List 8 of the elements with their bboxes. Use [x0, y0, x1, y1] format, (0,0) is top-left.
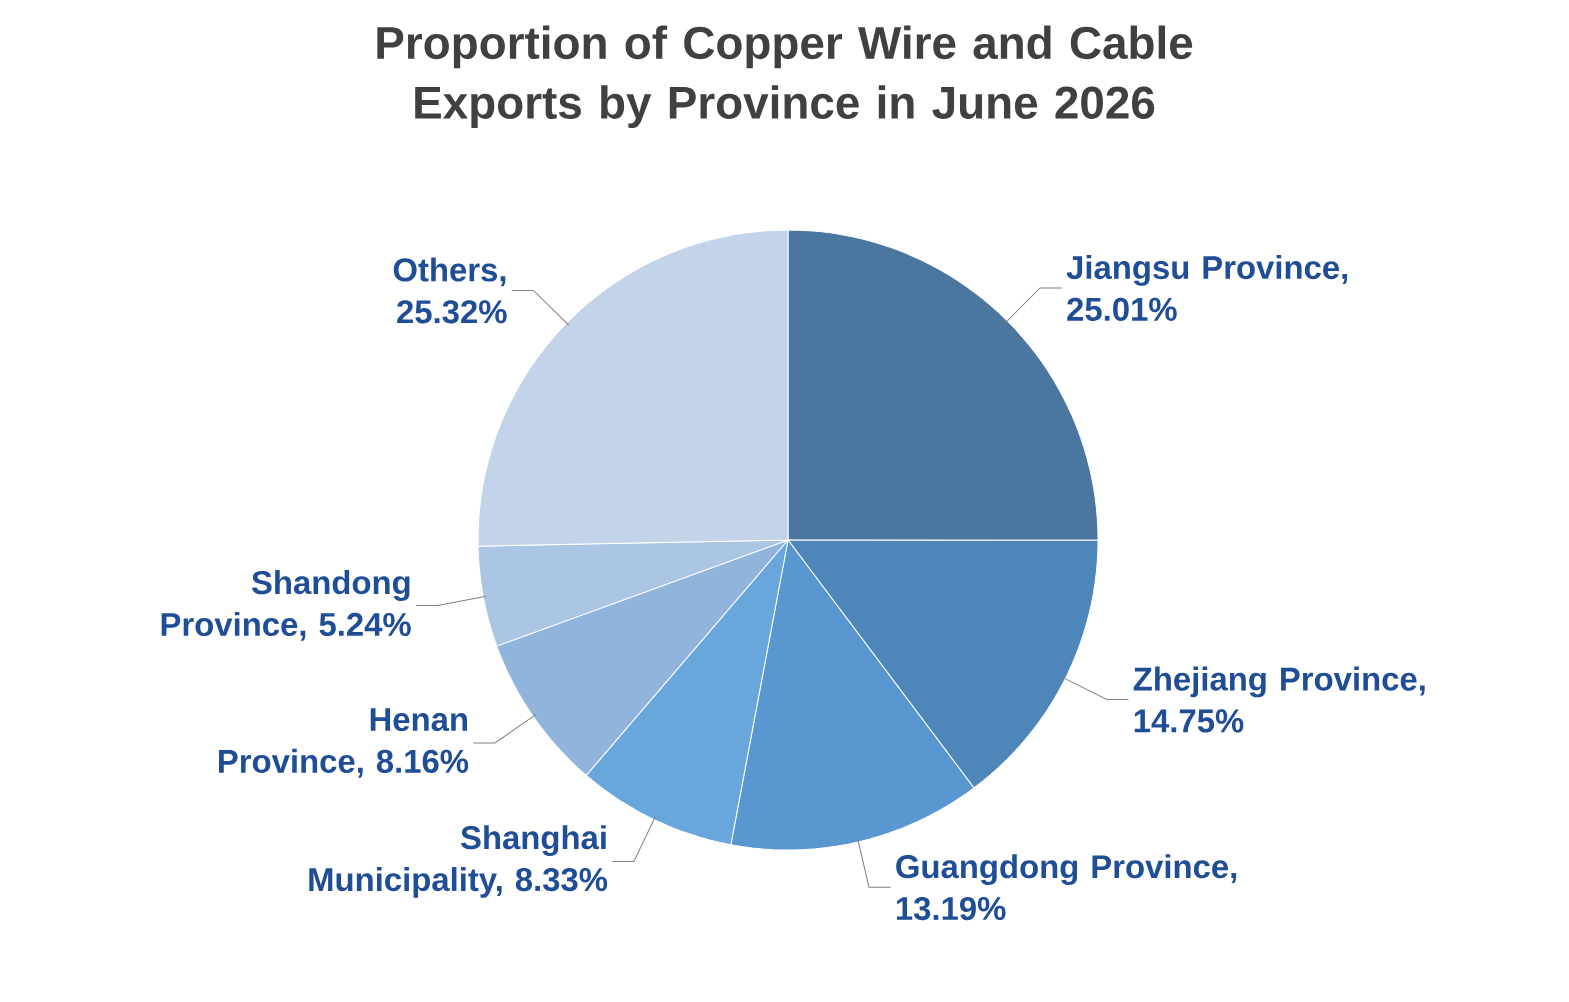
data-label: Henan Province, 8.16% — [219, 708, 469, 778]
data-label: Others, 25.32% — [393, 257, 507, 324]
data-label: Zhejiang Province, 14.75% — [1133, 666, 1425, 733]
chart-title: Proportion of Copper Wire and Cable Exports by Province in June 2026 — [377, 25, 1193, 129]
data-label: Shanghai Municipality, 8.33% — [309, 825, 608, 898]
data-label: Jiangsu Province, 25.01% — [1066, 254, 1348, 321]
data-label: Guangdong Province, 13.19% — [896, 854, 1237, 921]
data-label: Shandong Province, 5.24% — [161, 570, 411, 641]
